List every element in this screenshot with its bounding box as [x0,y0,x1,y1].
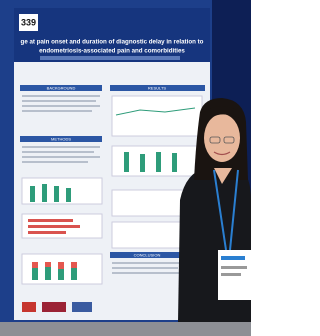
poster-number: 339 [21,17,36,27]
section-heading: METHODS [51,137,71,142]
section-heading: RESULTS [148,86,166,91]
section-heading: CONCLUSION [134,253,161,258]
logos [22,302,92,312]
poster-title: endometriosis-associated pain and comorb… [39,48,185,55]
poster-title: ge at pain onset and duration of diagnos… [21,39,204,46]
scene: 339 ge at pain onset and duration of dia… [0,0,251,336]
section-heading: BACKGROUND [47,86,76,91]
floor [0,322,251,336]
authors [40,56,180,60]
